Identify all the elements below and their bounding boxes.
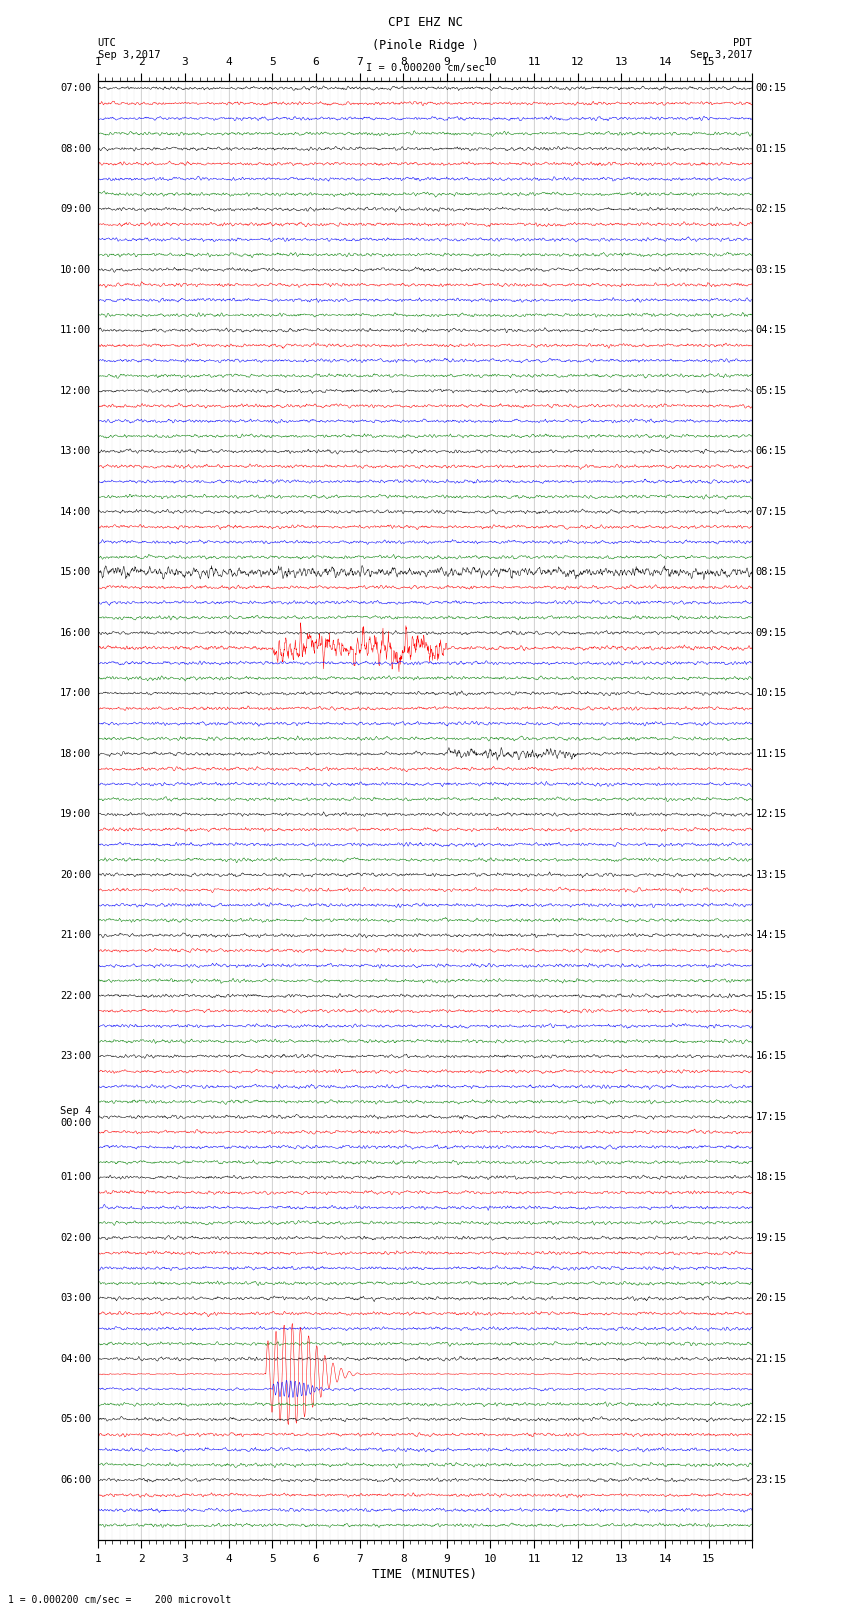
Text: 10:00: 10:00 [60, 265, 91, 274]
X-axis label: TIME (MINUTES): TIME (MINUTES) [372, 1568, 478, 1581]
Text: PDT: PDT [734, 39, 752, 48]
Text: 03:00: 03:00 [60, 1294, 91, 1303]
Text: CPI EHZ NC: CPI EHZ NC [388, 16, 462, 29]
Text: 02:15: 02:15 [756, 205, 787, 215]
Text: 17:15: 17:15 [756, 1111, 787, 1123]
Text: 12:15: 12:15 [756, 810, 787, 819]
Text: 23:15: 23:15 [756, 1474, 787, 1486]
Text: 13:00: 13:00 [60, 447, 91, 456]
Text: 11:00: 11:00 [60, 326, 91, 336]
Text: Sep 3,2017: Sep 3,2017 [689, 50, 752, 60]
Text: 19:00: 19:00 [60, 810, 91, 819]
Text: 06:15: 06:15 [756, 447, 787, 456]
Text: 06:00: 06:00 [60, 1474, 91, 1486]
Text: 09:00: 09:00 [60, 205, 91, 215]
Text: 21:15: 21:15 [756, 1353, 787, 1365]
Text: I = 0.000200 cm/sec: I = 0.000200 cm/sec [366, 63, 484, 73]
Text: 18:15: 18:15 [756, 1173, 787, 1182]
Text: (Pinole Ridge ): (Pinole Ridge ) [371, 39, 479, 52]
Text: 03:15: 03:15 [756, 265, 787, 274]
Text: 20:15: 20:15 [756, 1294, 787, 1303]
Text: 12:00: 12:00 [60, 386, 91, 395]
Text: 17:00: 17:00 [60, 689, 91, 698]
Text: 08:15: 08:15 [756, 568, 787, 577]
Text: 09:15: 09:15 [756, 627, 787, 637]
Text: Sep 3,2017: Sep 3,2017 [98, 50, 161, 60]
Text: 05:00: 05:00 [60, 1415, 91, 1424]
Text: 01:15: 01:15 [756, 144, 787, 153]
Text: 00:15: 00:15 [756, 84, 787, 94]
Text: 21:00: 21:00 [60, 931, 91, 940]
Text: 13:15: 13:15 [756, 869, 787, 879]
Text: 08:00: 08:00 [60, 144, 91, 153]
Text: 04:15: 04:15 [756, 326, 787, 336]
Text: 18:00: 18:00 [60, 748, 91, 758]
Text: 07:15: 07:15 [756, 506, 787, 516]
Text: 04:00: 04:00 [60, 1353, 91, 1365]
Text: 20:00: 20:00 [60, 869, 91, 879]
Text: 22:00: 22:00 [60, 990, 91, 1000]
Text: 05:15: 05:15 [756, 386, 787, 395]
Text: 22:15: 22:15 [756, 1415, 787, 1424]
Text: 11:15: 11:15 [756, 748, 787, 758]
Text: 02:00: 02:00 [60, 1232, 91, 1244]
Text: 01:00: 01:00 [60, 1173, 91, 1182]
Text: 16:15: 16:15 [756, 1052, 787, 1061]
Text: UTC: UTC [98, 39, 116, 48]
Text: 19:15: 19:15 [756, 1232, 787, 1244]
Text: 15:15: 15:15 [756, 990, 787, 1000]
Text: 15:00: 15:00 [60, 568, 91, 577]
Text: 23:00: 23:00 [60, 1052, 91, 1061]
Text: 1 = 0.000200 cm/sec =    200 microvolt: 1 = 0.000200 cm/sec = 200 microvolt [8, 1595, 232, 1605]
Text: Sep 4
00:00: Sep 4 00:00 [60, 1107, 91, 1127]
Text: 07:00: 07:00 [60, 84, 91, 94]
Text: 16:00: 16:00 [60, 627, 91, 637]
Text: 14:00: 14:00 [60, 506, 91, 516]
Text: 14:15: 14:15 [756, 931, 787, 940]
Text: 10:15: 10:15 [756, 689, 787, 698]
